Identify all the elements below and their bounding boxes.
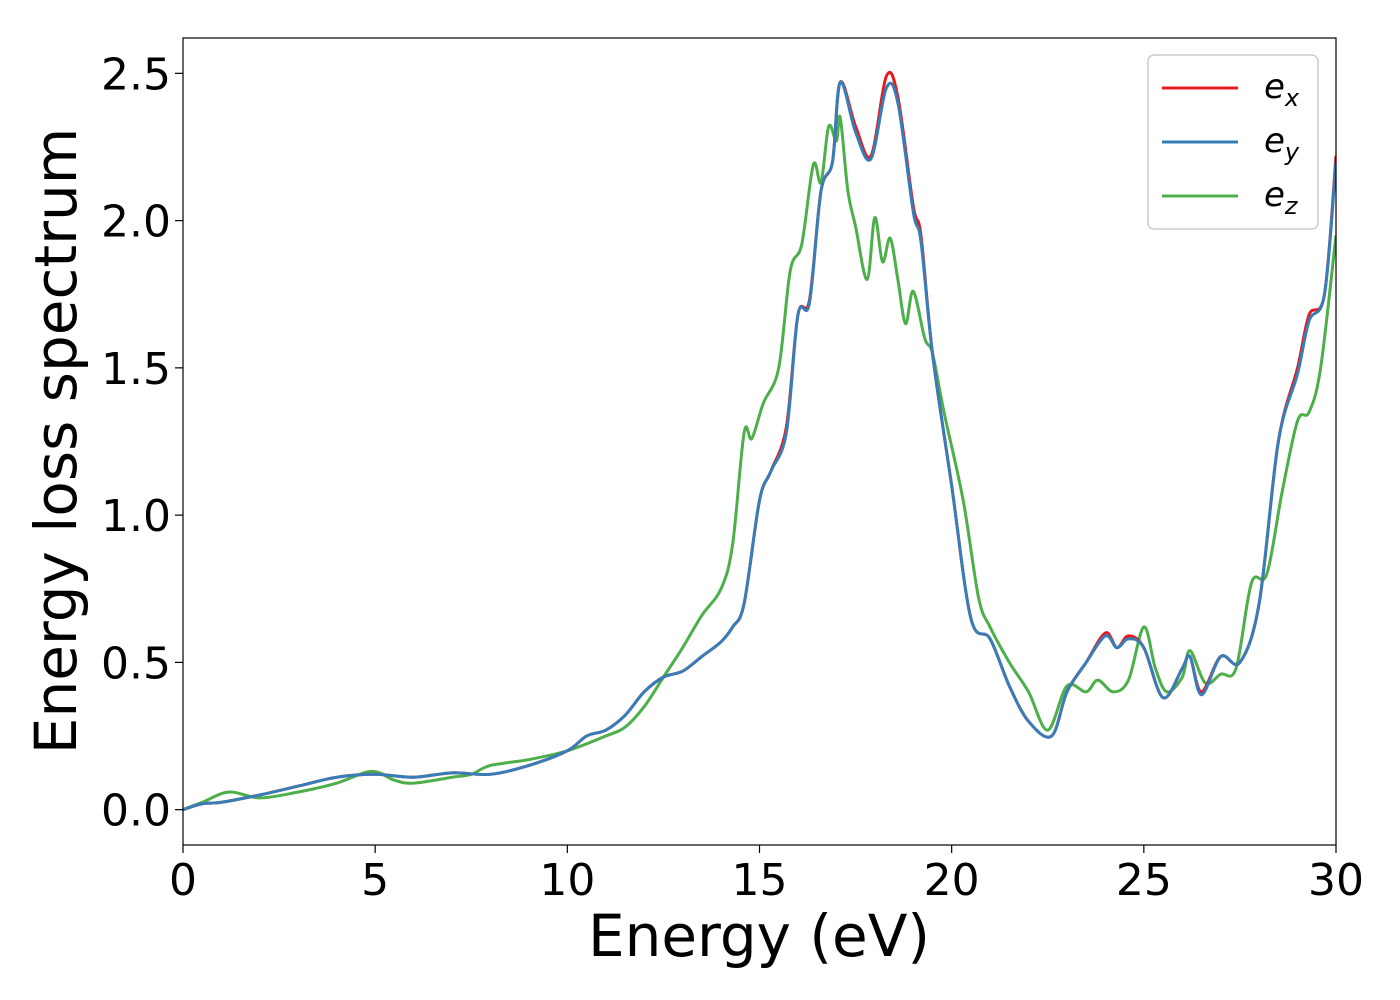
x-axis: 0 5 10 15 20 25 30 (169, 845, 1364, 906)
legend: ex ey ez (1147, 54, 1319, 230)
y-axis: 0.0 0.5 1.0 1.5 2.0 2.5 (101, 49, 183, 837)
legend-label-e-x: ex (1264, 67, 1300, 112)
y-tick-label: 1.0 (101, 491, 171, 542)
series-layer (183, 70, 1336, 812)
y-tick-label: 0.0 (101, 786, 171, 837)
y-axis-title: Energy loss spectrum (22, 128, 90, 754)
y-tick-label: 2.0 (101, 197, 171, 248)
legend-label-e-y: ey (1264, 121, 1300, 166)
x-tick-label: 5 (361, 855, 389, 906)
x-tick-label: 0 (169, 855, 197, 906)
x-tick-label: 20 (924, 855, 980, 906)
x-tick-label: 10 (539, 855, 595, 906)
x-tick-label: 25 (1116, 855, 1172, 906)
y-tick-label: 1.5 (101, 344, 171, 395)
y-tick-label: 2.5 (101, 49, 171, 100)
legend-label-e-z: ez (1264, 175, 1299, 220)
series-line-e-y (183, 80, 1336, 812)
series-line-e-z (183, 114, 1336, 812)
x-axis-title: Energy (eV) (588, 902, 930, 970)
x-tick-label: 30 (1308, 855, 1364, 906)
y-tick-label: 0.5 (101, 638, 171, 689)
x-tick-label: 15 (732, 855, 788, 906)
legend-items: ex ey ez (1162, 67, 1300, 220)
